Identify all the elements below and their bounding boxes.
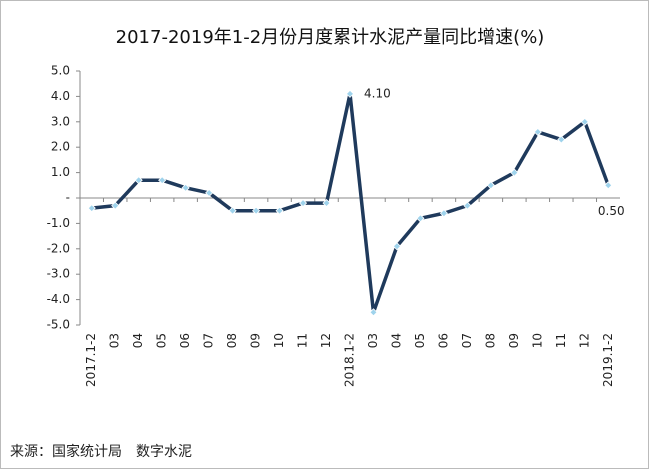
data-point <box>228 206 237 215</box>
chart-title: 2017-2019年1-2月份月度累计水泥产量同比增速(%) <box>116 27 545 48</box>
x-tick-label: 03 <box>366 333 380 348</box>
x-tick-label: 10 <box>530 333 544 348</box>
data-point <box>205 188 214 197</box>
y-tick-label: 3.0 <box>51 114 70 128</box>
x-tick-label: 04 <box>131 333 145 348</box>
data-label: 4.10 <box>364 86 391 100</box>
data-point <box>463 201 472 210</box>
y-tick-label: -4.0 <box>47 292 70 306</box>
x-tick-label: 06 <box>178 333 192 348</box>
x-tick-label: 06 <box>436 333 450 348</box>
y-tick-label: -5.0 <box>47 318 70 332</box>
x-tick-label: 07 <box>460 333 474 348</box>
y-tick-label: 5.0 <box>51 64 70 78</box>
data-label: 0.50 <box>598 204 625 218</box>
x-tick-label: 08 <box>225 333 239 348</box>
x-tick-label: 12 <box>319 333 333 348</box>
source-note: 来源：国家统计局 数字水泥 <box>10 443 192 460</box>
y-tick-label: 2.0 <box>51 140 70 154</box>
data-point <box>345 89 355 98</box>
data-point <box>252 206 261 215</box>
y-tick-label: 1.0 <box>51 165 70 179</box>
data-point <box>486 181 495 190</box>
data-point <box>181 183 190 192</box>
data-point <box>557 135 566 144</box>
x-tick-label: 11 <box>554 333 568 348</box>
x-tick-label: 05 <box>413 333 427 348</box>
data-point <box>510 168 519 177</box>
x-tick-label: 09 <box>507 333 521 348</box>
data-point <box>533 127 542 137</box>
y-tick-label: -2.0 <box>47 241 70 255</box>
x-tick-label: 2017.1-2 <box>84 333 98 387</box>
x-tick-label: 2018.1-2 <box>343 333 357 387</box>
data-point <box>158 176 167 185</box>
x-tick-label: 04 <box>389 333 403 348</box>
x-tick-label: 03 <box>108 333 122 348</box>
y-tick-label: 4.0 <box>51 89 70 103</box>
y-tick-label: - <box>66 191 70 205</box>
data-point <box>111 201 120 210</box>
x-tick-label: 2019.1-2 <box>601 333 615 387</box>
x-tick-label: 08 <box>483 333 497 348</box>
data-point <box>275 206 284 215</box>
x-tick-label: 09 <box>249 333 263 348</box>
data-point <box>322 199 331 208</box>
data-point <box>580 117 589 126</box>
y-tick-label: -1.0 <box>47 216 70 230</box>
data-point <box>439 209 448 218</box>
data-point <box>392 242 402 251</box>
x-tick-label: 10 <box>272 333 286 348</box>
x-tick-label: 07 <box>202 333 216 348</box>
data-point <box>416 214 425 223</box>
x-tick-label: 11 <box>296 333 310 348</box>
data-point <box>87 204 96 213</box>
x-tick-label: 12 <box>577 333 591 348</box>
data-point <box>298 199 308 208</box>
data-point <box>604 181 613 190</box>
data-point <box>369 308 378 317</box>
y-tick-label: -3.0 <box>47 267 70 281</box>
x-tick-label: 05 <box>155 333 169 348</box>
data-point <box>134 176 143 185</box>
